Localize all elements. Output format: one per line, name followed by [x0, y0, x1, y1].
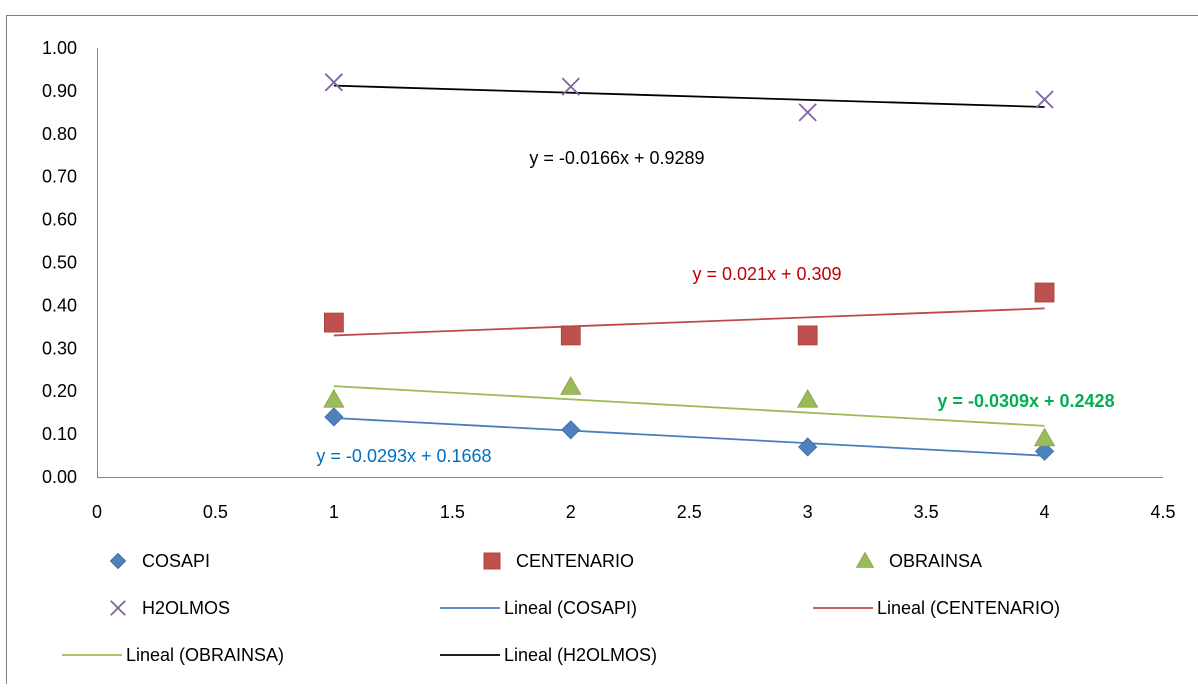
legend-item-lineal-centenario: Lineal (CENTENARIO) [813, 598, 1060, 618]
x-tick-label: 0 [92, 502, 102, 522]
legend-item-lineal-obrainsa: Lineal (OBRAINSA) [62, 645, 284, 665]
equation-cosapi: y = -0.0293x + 0.1668 [316, 446, 491, 466]
y-tick-label: 0.40 [42, 295, 77, 315]
marker-h2olmos-2 [561, 77, 580, 96]
x-tick-label: 4 [1040, 502, 1050, 522]
equation-h2olmos: y = -0.0166x + 0.9289 [529, 148, 704, 168]
legend-label: OBRAINSA [889, 551, 982, 571]
legend-item-centenario: CENTENARIO [483, 551, 634, 571]
legend-swatch-h2olmos-stroke-b [110, 600, 126, 616]
legend-label: H2OLMOS [142, 598, 230, 618]
legend-item-lineal-cosapi: Lineal (COSAPI) [440, 598, 637, 618]
y-tick-label: 0.60 [42, 210, 77, 230]
legend-swatch-cosapi [109, 552, 127, 570]
x-tick-label: 4.5 [1150, 502, 1175, 522]
x-axis-ticks: 0 0.5 1 1.5 2 2.5 3 3.5 4 4.5 [92, 502, 1176, 522]
trendline-cosapi [333, 417, 1045, 457]
y-tick-label: 1.00 [42, 38, 77, 58]
legend-label: COSAPI [142, 551, 210, 571]
trendlines [333, 84, 1045, 457]
y-tick-label: 0.30 [42, 338, 77, 358]
legend-item-lineal-h2olmos: Lineal (H2OLMOS) [440, 645, 657, 665]
marker-cosapi-3 [798, 437, 818, 457]
x-tick-label: 3.5 [914, 502, 939, 522]
y-axis-ticks: 0.00 0.10 0.20 0.30 0.40 0.50 0.60 0.70 0.80 0.90… [42, 38, 77, 487]
equation-obrainsa: y = -0.0309x + 0.2428 [937, 391, 1114, 411]
x-tick-label: 1 [329, 502, 339, 522]
marker-cosapi-1 [324, 407, 344, 427]
trendline-equations: y = -0.0293x + 0.1668 y = 0.021x + 0.309 y… [316, 148, 1114, 466]
trendline-centenario [333, 307, 1045, 337]
marker-cosapi-2 [561, 420, 581, 440]
x-tick-label: 2.5 [677, 502, 702, 522]
marker-h2olmos-4 [1035, 90, 1054, 109]
trendline-h2olmos [333, 84, 1045, 108]
marker-obrainsa-2 [560, 376, 582, 395]
legend-label: Lineal (CENTENARIO) [877, 598, 1060, 618]
legend-swatch-obrainsa [855, 551, 875, 568]
legend-label: CENTENARIO [516, 551, 634, 571]
y-tick-label: 0.20 [42, 381, 77, 401]
x-tick-label: 3 [803, 502, 813, 522]
x-tick-label: 1.5 [440, 502, 465, 522]
marker-h2olmos-3-stroke-b [798, 103, 817, 122]
marker-obrainsa-3 [796, 388, 819, 408]
y-tick-label: 0.90 [42, 81, 77, 101]
legend-label: Lineal (H2OLMOS) [504, 645, 657, 665]
marker-h2olmos-4-stroke-b [1035, 90, 1054, 109]
legend-label: Lineal (OBRAINSA) [126, 645, 284, 665]
trendline-obrainsa [333, 385, 1045, 427]
legend-label: Lineal (COSAPI) [504, 598, 637, 618]
data-markers [323, 73, 1056, 461]
marker-h2olmos-1 [324, 73, 344, 92]
marker-obrainsa-4 [1033, 427, 1056, 447]
legend-item-h2olmos: H2OLMOS [110, 598, 230, 618]
y-tick-label: 0.50 [42, 253, 77, 273]
marker-cosapi-4 [1034, 441, 1055, 461]
legend-swatch-centenario [483, 552, 501, 570]
legend: COSAPI CENTENARIO OBRAINSA H2OLMOS Lineal (C… [62, 551, 1060, 665]
marker-h2olmos-2-stroke-b [561, 77, 580, 96]
y-tick-label: 0.00 [42, 467, 77, 487]
marker-h2olmos-1-stroke-b [324, 73, 344, 92]
y-tick-label: 0.70 [42, 167, 77, 187]
y-tick-label: 0.10 [42, 424, 77, 444]
marker-obrainsa-1 [323, 388, 345, 408]
marker-centenario-4 [1034, 282, 1055, 303]
legend-swatch-h2olmos [110, 600, 126, 616]
legend-item-cosapi: COSAPI [109, 551, 210, 571]
marker-centenario-2 [560, 325, 581, 346]
marker-centenario-3 [797, 325, 818, 346]
marker-centenario-1 [323, 312, 344, 333]
x-tick-label: 2 [566, 502, 576, 522]
equation-centenario: y = 0.021x + 0.309 [692, 264, 841, 284]
marker-h2olmos-3 [798, 103, 817, 122]
y-tick-label: 0.80 [42, 124, 77, 144]
legend-item-obrainsa: OBRAINSA [855, 551, 982, 571]
x-tick-label: 0.5 [203, 502, 228, 522]
